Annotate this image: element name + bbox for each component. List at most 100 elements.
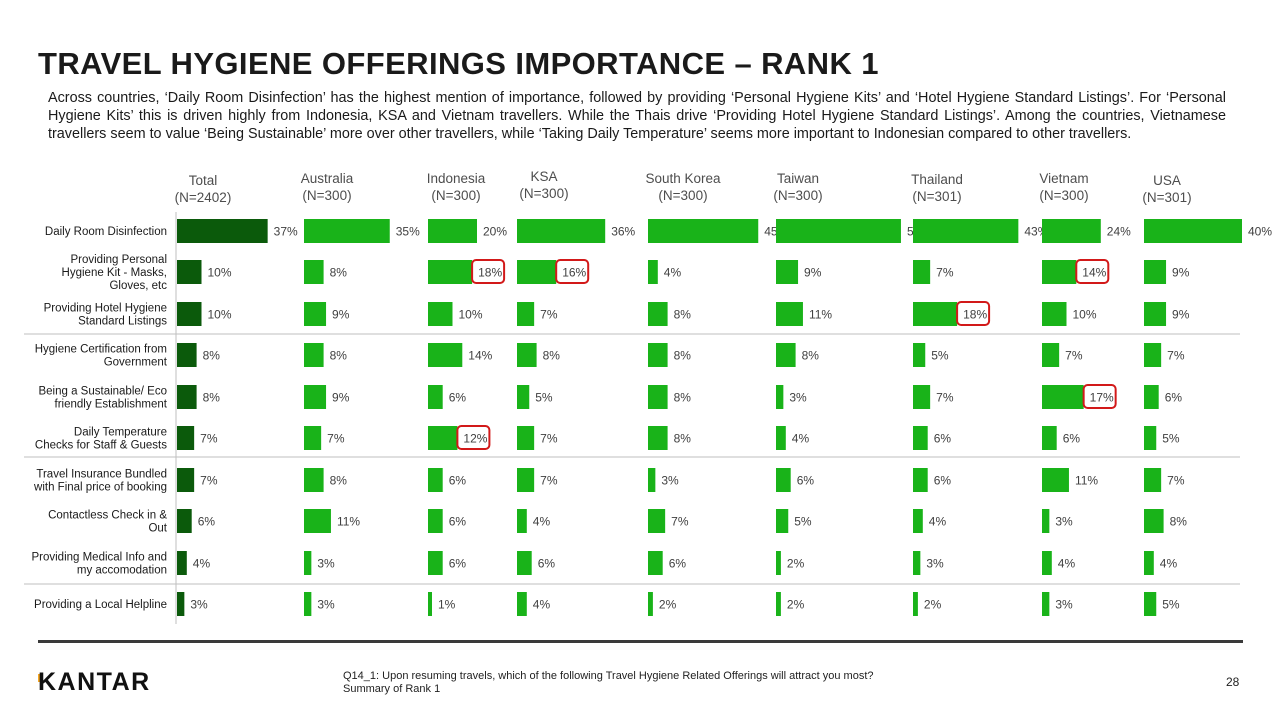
- bar-vietnam: [1042, 385, 1084, 409]
- bar-australia: [304, 592, 312, 616]
- series-header-thailand: Thailand: [911, 172, 963, 187]
- bar-south-korea: [648, 426, 668, 450]
- data-label-thailand: 5%: [931, 349, 949, 363]
- data-label-vietnam: 24%: [1107, 225, 1131, 239]
- bar-vietnam: [1042, 343, 1060, 367]
- bar-thailand: [913, 592, 918, 616]
- series-header-total: Total: [189, 173, 218, 188]
- data-label-australia: 3%: [317, 598, 335, 612]
- bar-ksa: [517, 551, 532, 575]
- highlight-box: [1082, 384, 1117, 409]
- category-label: Providing a Local Helpline: [34, 599, 167, 611]
- bar-south-korea: [648, 551, 663, 575]
- data-label-ksa: 8%: [543, 349, 561, 363]
- highlight-box: [471, 259, 506, 284]
- data-label-ksa: 4%: [533, 598, 551, 612]
- summary-text: Across countries, ‘Daily Room Disinfecti…: [48, 90, 1226, 142]
- data-label-south-korea: 8%: [674, 349, 692, 363]
- data-label-taiwan: 8%: [802, 349, 820, 363]
- category-label: Daily Room Disinfection: [45, 226, 167, 238]
- bar-taiwan: [776, 426, 786, 450]
- bar-indonesia: [428, 385, 443, 409]
- bar-vietnam: [1042, 509, 1050, 533]
- data-label-taiwan: 2%: [787, 598, 805, 612]
- data-label-taiwan: 5%: [794, 515, 812, 529]
- bar-ksa: [517, 509, 527, 533]
- data-label-ksa: 7%: [540, 474, 558, 488]
- bar-usa: [1144, 343, 1162, 367]
- bar-total: [177, 551, 187, 575]
- bar-ksa: [517, 468, 535, 492]
- series-header-south-korea: South Korea: [645, 171, 721, 186]
- data-label-total: 7%: [200, 474, 218, 488]
- bar-total: [177, 260, 202, 284]
- data-label-vietnam: 4%: [1058, 557, 1076, 571]
- bar-australia: [304, 551, 312, 575]
- bar-usa: [1144, 219, 1242, 243]
- bar-south-korea: [648, 302, 668, 326]
- bar-australia: [304, 385, 327, 409]
- data-label-south-korea: 4%: [664, 266, 682, 280]
- data-label-vietnam: 3%: [1055, 598, 1073, 612]
- bar-thailand: [913, 302, 958, 326]
- bar-australia: [304, 509, 331, 533]
- data-label-ksa: 6%: [538, 557, 556, 571]
- series-base-total: (N=2402): [175, 190, 232, 205]
- bar-indonesia: [428, 219, 477, 243]
- series-base-ksa: (N=300): [519, 186, 568, 201]
- data-label-vietnam: 6%: [1063, 432, 1081, 446]
- footnote: Q14_1: Upon resuming travels, which of t…: [343, 670, 874, 696]
- data-label-vietnam: 3%: [1055, 515, 1073, 529]
- bar-indonesia: [428, 302, 453, 326]
- category-label: Hygiene Certification from Government: [35, 344, 168, 369]
- bar-indonesia: [428, 592, 432, 616]
- bar-vietnam: [1042, 426, 1057, 450]
- series-base-vietnam: (N=300): [1039, 188, 1088, 203]
- series-base-indonesia: (N=300): [431, 188, 480, 203]
- bar-indonesia: [428, 343, 463, 367]
- bar-taiwan: [776, 468, 791, 492]
- data-label-total: 8%: [203, 391, 221, 405]
- bar-taiwan: [776, 385, 784, 409]
- data-label-usa: 5%: [1162, 432, 1180, 446]
- data-label-usa: 8%: [1170, 515, 1188, 529]
- data-label-australia: 8%: [330, 474, 348, 488]
- bar-vietnam: [1042, 592, 1050, 616]
- data-label-australia: 8%: [330, 266, 348, 280]
- bar-south-korea: [648, 343, 668, 367]
- data-label-thailand: 4%: [929, 515, 947, 529]
- data-label-australia: 9%: [332, 391, 350, 405]
- data-label-total: 4%: [193, 557, 211, 571]
- bar-indonesia: [428, 509, 443, 533]
- data-label-indonesia: 6%: [449, 474, 467, 488]
- bar-indonesia: [428, 551, 443, 575]
- bar-ksa: [517, 343, 537, 367]
- category-label: Providing Hotel Hygiene Standard Listings: [44, 303, 168, 328]
- series-base-thailand: (N=301): [912, 189, 961, 204]
- category-label: Being a Sustainable/ Eco friendly Establi…: [38, 386, 167, 411]
- footnote-question: Q14_1: Upon resuming travels, which of t…: [343, 670, 874, 682]
- data-label-indonesia: 6%: [449, 557, 467, 571]
- data-label-ksa: 7%: [540, 432, 558, 446]
- data-label-total: 6%: [198, 515, 216, 529]
- data-label-south-korea: 7%: [671, 515, 689, 529]
- data-label-usa: 7%: [1167, 349, 1185, 363]
- data-label-indonesia: 6%: [449, 515, 467, 529]
- bar-south-korea: [648, 592, 653, 616]
- data-label-south-korea: 2%: [659, 598, 677, 612]
- bar-total: [177, 219, 268, 243]
- bar-vietnam: [1042, 219, 1101, 243]
- highlight-box: [456, 425, 491, 450]
- bar-australia: [304, 219, 390, 243]
- bar-south-korea: [648, 385, 668, 409]
- footnote-base: Summary of Rank 1: [343, 683, 441, 695]
- series-base-australia: (N=300): [302, 188, 351, 203]
- bar-usa: [1144, 468, 1162, 492]
- bar-australia: [304, 426, 322, 450]
- data-label-vietnam: 10%: [1073, 308, 1097, 322]
- bar-thailand: [913, 385, 931, 409]
- data-label-ksa: 7%: [540, 308, 558, 322]
- data-label-south-korea: 3%: [661, 474, 679, 488]
- bar-thailand: [913, 426, 928, 450]
- series-header-vietnam: Vietnam: [1039, 171, 1088, 186]
